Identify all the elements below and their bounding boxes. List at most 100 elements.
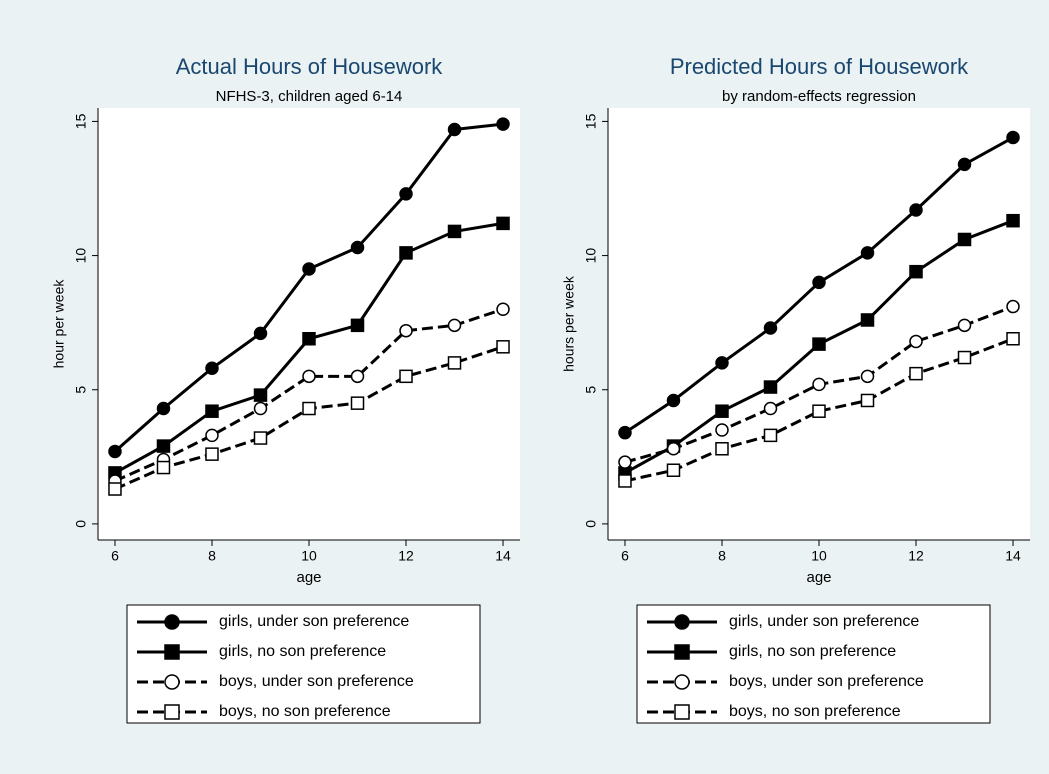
chart-subtitle: by random-effects regression — [722, 88, 916, 105]
legend-label: boys, no son preference — [729, 703, 901, 720]
marker — [253, 326, 268, 341]
marker — [108, 482, 122, 496]
marker — [763, 380, 778, 394]
marker — [909, 264, 923, 279]
marker — [860, 393, 875, 408]
marker — [205, 361, 219, 376]
chart-title: Actual Hours of Housework — [176, 54, 444, 79]
marker — [253, 401, 268, 416]
y-tick-label: 10 — [583, 248, 599, 264]
legend-marker — [674, 674, 690, 690]
marker — [350, 240, 365, 255]
marker — [715, 442, 729, 456]
marker — [715, 404, 729, 418]
marker — [618, 474, 632, 488]
x-tick-label: 14 — [495, 548, 511, 564]
series-line — [624, 337, 1014, 483]
chart-title: Predicted Hours of Housework — [670, 54, 969, 79]
legend-label: girls, no son preference — [729, 643, 896, 660]
marker — [156, 401, 171, 416]
legend-marker — [164, 644, 180, 660]
y-tick-label: 5 — [583, 386, 599, 394]
legend-marker — [164, 614, 180, 630]
legend-marker — [674, 644, 690, 660]
marker — [763, 321, 778, 335]
legend-box — [636, 604, 991, 724]
marker — [156, 460, 171, 475]
marker — [447, 356, 462, 370]
marker — [253, 388, 268, 402]
legend-label: girls, under son preference — [729, 613, 919, 630]
x-tick-label: 12 — [398, 548, 414, 564]
y-tick-label: 0 — [73, 520, 89, 528]
marker — [812, 337, 826, 351]
marker — [350, 318, 365, 333]
marker — [909, 334, 923, 349]
y-axis-label: hours per week — [561, 275, 577, 372]
legend-label: girls, under son preference — [219, 613, 409, 630]
legend-label: girls, no son preference — [219, 643, 386, 660]
marker — [302, 262, 316, 276]
marker — [860, 313, 875, 327]
x-tick-label: 8 — [208, 548, 216, 564]
x-tick-label: 10 — [811, 548, 827, 564]
marker — [763, 428, 778, 443]
y-tick-label: 10 — [73, 248, 89, 264]
marker — [666, 442, 681, 456]
marker — [957, 318, 972, 333]
marker — [350, 369, 365, 384]
marker — [1006, 332, 1020, 346]
x-axis-label: age — [296, 569, 321, 586]
marker — [909, 366, 923, 381]
chart-subtitle: NFHS-3, children aged 6-14 — [216, 88, 403, 105]
legend-marker — [674, 704, 690, 720]
series-line — [114, 307, 504, 483]
marker — [666, 463, 681, 477]
marker — [399, 369, 413, 384]
marker — [812, 404, 826, 418]
x-tick-label: 8 — [718, 548, 726, 564]
marker — [205, 428, 219, 443]
legend-marker — [164, 704, 180, 720]
y-tick-label: 15 — [583, 113, 599, 129]
marker — [205, 404, 219, 418]
marker — [447, 122, 462, 137]
marker — [496, 340, 510, 354]
marker — [909, 203, 923, 217]
x-tick-label: 6 — [111, 548, 119, 564]
marker — [1006, 299, 1020, 314]
legend-label: boys, under son preference — [219, 673, 414, 690]
y-axis-label: hour per week — [51, 279, 67, 369]
marker — [957, 232, 972, 247]
marker — [399, 187, 413, 201]
marker — [715, 356, 729, 370]
legend-box — [126, 604, 481, 724]
marker — [1006, 130, 1020, 145]
marker — [302, 369, 316, 384]
x-tick-label: 12 — [908, 548, 924, 564]
y-tick-label: 5 — [73, 386, 89, 394]
x-axis-label: age — [806, 569, 831, 586]
marker — [156, 439, 171, 453]
legend-marker — [674, 614, 690, 630]
marker — [666, 393, 681, 408]
marker — [1006, 213, 1020, 228]
marker — [715, 423, 729, 437]
legend-label: boys, under son preference — [729, 673, 924, 690]
x-tick-label: 6 — [621, 548, 629, 564]
marker — [496, 117, 510, 131]
marker — [957, 350, 972, 365]
marker — [496, 302, 510, 316]
marker — [447, 224, 462, 239]
marker — [205, 447, 219, 461]
marker — [302, 401, 316, 416]
marker — [447, 318, 462, 333]
marker — [618, 425, 632, 440]
marker — [860, 246, 875, 260]
marker — [350, 396, 365, 410]
marker — [108, 444, 122, 459]
x-tick-label: 10 — [301, 548, 317, 564]
marker — [812, 275, 826, 290]
